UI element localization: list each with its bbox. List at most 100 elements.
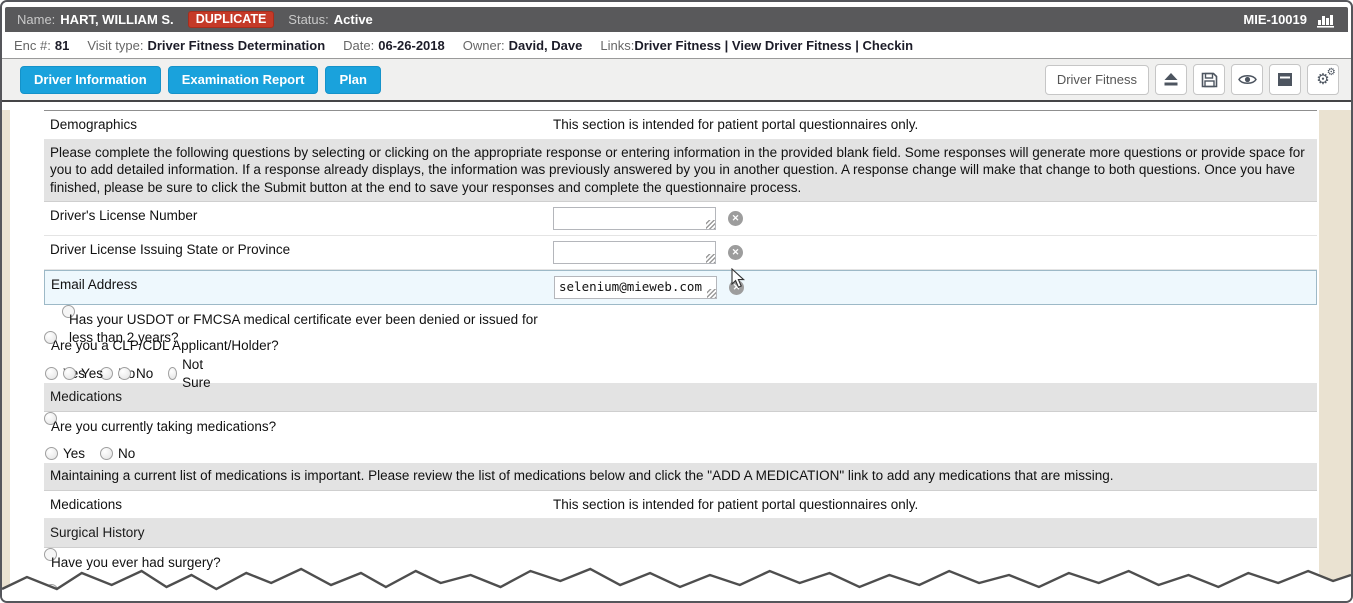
patient-mrn: MIE-10019 xyxy=(1243,12,1307,27)
radio-question-row: Are you currently taking medications? Yes… xyxy=(44,411,276,461)
toolbar: Driver Information Examination Report Plan… xyxy=(2,59,1351,102)
eye-icon[interactable] xyxy=(1231,64,1263,95)
radio-option-no[interactable]: No xyxy=(100,581,135,599)
clear-field-icon[interactable]: ✕ xyxy=(729,280,744,295)
input-question-row: Driver's License Number ✕ xyxy=(44,202,1317,236)
section-header-row: Driver Health History xyxy=(44,599,1317,601)
radio-option-not-sure[interactable]: Not Sure xyxy=(168,356,215,391)
question-label: Driver's License Number xyxy=(50,208,198,223)
radio-yes-icon[interactable] xyxy=(45,583,58,597)
info-row: Please complete the following questions … xyxy=(44,139,1317,202)
question-label: Driver License Issuing State or Province xyxy=(50,242,291,257)
toolbar-right-group: Driver Fitness xyxy=(1044,64,1339,95)
radio-question-row: Are you a CLP/CDL Applicant/Holder? Yes No xyxy=(44,331,279,381)
question-label: Are you a CLP/CDL Applicant/Holder? xyxy=(51,338,279,354)
info-row: Maintaining a current list of medication… xyxy=(44,463,1317,491)
tab-plan[interactable]: Plan xyxy=(325,65,381,94)
encounter-link-checkin[interactable]: Checkin xyxy=(862,37,914,53)
section-header-row: Surgical History xyxy=(44,519,1317,548)
section-header-row: Medications xyxy=(44,383,1317,412)
radio-yes-icon[interactable] xyxy=(45,367,58,380)
tab-buttons: Driver Information Examination Report Plan xyxy=(20,65,388,94)
encounter-links: Links:Driver Fitness | View Driver Fitne… xyxy=(600,37,914,53)
email-address-input[interactable] xyxy=(554,276,717,299)
radio-yes-icon[interactable] xyxy=(45,447,58,461)
section-title: Surgical History xyxy=(50,525,145,541)
question-answer-area: This section is intended for patient por… xyxy=(553,111,1317,139)
radio-no-icon[interactable] xyxy=(100,367,114,380)
link-separator: | xyxy=(851,37,863,53)
question-label: Medications xyxy=(50,496,123,512)
driver-fitness-button[interactable]: Driver Fitness xyxy=(1044,64,1149,95)
text-input-wrap xyxy=(553,207,716,230)
status-label: Status: xyxy=(288,12,329,27)
portal-note-text: This section is intended for patient por… xyxy=(553,496,919,512)
clear-field-icon[interactable]: ✕ xyxy=(728,211,743,226)
info-text: Please complete the following questions … xyxy=(50,144,1305,195)
text-input-wrap xyxy=(554,276,717,299)
encounter-link-driver-fitness[interactable]: Driver Fitness xyxy=(634,37,722,53)
radio-no-icon[interactable] xyxy=(100,447,114,461)
input-question-row: Email Address ✕ xyxy=(44,270,1317,305)
enc-number: Enc #: 81 xyxy=(14,37,70,53)
question-label: Demographics xyxy=(50,117,138,132)
info-text: Maintaining a current list of medication… xyxy=(50,468,1114,484)
question-answer-area: ✕ xyxy=(553,236,1317,269)
radio-question-row: Has your USDOT or FMCSA medical certific… xyxy=(62,305,538,390)
tab-driver-information[interactable]: Driver Information xyxy=(20,65,161,94)
radio-option-yes[interactable]: Yes xyxy=(63,365,103,383)
question-label: Have you ever had surgery? xyxy=(51,554,221,570)
questionnaire-page: Demographics This section is intended for… xyxy=(10,110,1319,601)
content-area: Demographics This section is intended for… xyxy=(2,110,1351,601)
radio-label: No xyxy=(136,365,154,381)
visit-type: Visit type: Driver Fitness Determination xyxy=(87,37,326,53)
radio-label: No xyxy=(118,446,136,461)
radio-yes-icon[interactable] xyxy=(63,367,76,380)
driver-s-license-number-input[interactable] xyxy=(553,207,716,230)
radio-no-icon[interactable] xyxy=(100,583,114,597)
radio-label: No xyxy=(118,582,136,598)
question-answer-area: Yes No xyxy=(45,440,135,468)
encounter-date: Date: 06-26-2018 xyxy=(343,37,445,53)
archive-icon[interactable] xyxy=(1269,64,1301,95)
name-label: Name: xyxy=(17,12,56,27)
top-white-strip xyxy=(2,2,1351,7)
gears-icon[interactable]: ⚙ ⚙ xyxy=(1307,64,1339,95)
patient-header-bar: Name: HART, WILLIAM S. DUPLICATE Status:… xyxy=(5,7,1348,32)
input-question-row: Driver License Issuing State or Province… xyxy=(44,236,1317,270)
question-label: Email Address xyxy=(51,277,138,292)
radio-not-sure-icon[interactable] xyxy=(168,367,178,380)
link-separator: | xyxy=(721,37,732,53)
chart-icon[interactable] xyxy=(1316,12,1336,28)
question-label: Are you currently taking medications? xyxy=(51,418,277,434)
section-title: Medications xyxy=(50,389,123,404)
note-row: Demographics This section is intended for… xyxy=(44,111,1317,140)
question-answer-area: ✕ xyxy=(554,271,1316,304)
radio-label: Yes xyxy=(63,446,86,461)
eject-icon[interactable] xyxy=(1155,64,1187,95)
questionnaire-table: Demographics This section is intended for… xyxy=(44,110,1317,601)
radio-label: Not Sure xyxy=(182,357,211,390)
patient-name: HART, WILLIAM S. xyxy=(60,12,174,27)
clear-field-icon[interactable]: ✕ xyxy=(728,245,743,260)
radio-option-no[interactable]: No xyxy=(118,365,153,383)
radio-option-yes[interactable]: Yes xyxy=(45,581,85,599)
radio-option-no[interactable]: No xyxy=(100,445,135,463)
question-answer-area: ✕ xyxy=(553,202,1317,235)
question-answer-area: Yes No Not Sure xyxy=(63,351,211,396)
question-label: Has your USDOT or FMCSA medical certific… xyxy=(69,312,538,345)
radio-label: Yes xyxy=(63,582,86,598)
radio-option-yes[interactable]: Yes xyxy=(45,445,85,463)
text-input-wrap xyxy=(553,241,716,264)
save-icon[interactable] xyxy=(1193,64,1225,95)
duplicate-badge[interactable]: DUPLICATE xyxy=(187,11,275,28)
encounter-link-view-driver-fitness[interactable]: View Driver Fitness xyxy=(731,37,852,53)
encounter-info-bar: Enc #: 81 Visit type: Driver Fitness Deter… xyxy=(2,32,1351,59)
radio-label: Yes xyxy=(81,365,104,381)
question-answer-area: This section is intended for patient por… xyxy=(553,491,1317,519)
tab-examination-report[interactable]: Examination Report xyxy=(167,65,319,94)
radio-no-icon[interactable] xyxy=(118,367,132,380)
driver-license-issuing-state-or-province-input[interactable] xyxy=(553,241,716,264)
note-row: Medications This section is intended for … xyxy=(44,490,1317,520)
